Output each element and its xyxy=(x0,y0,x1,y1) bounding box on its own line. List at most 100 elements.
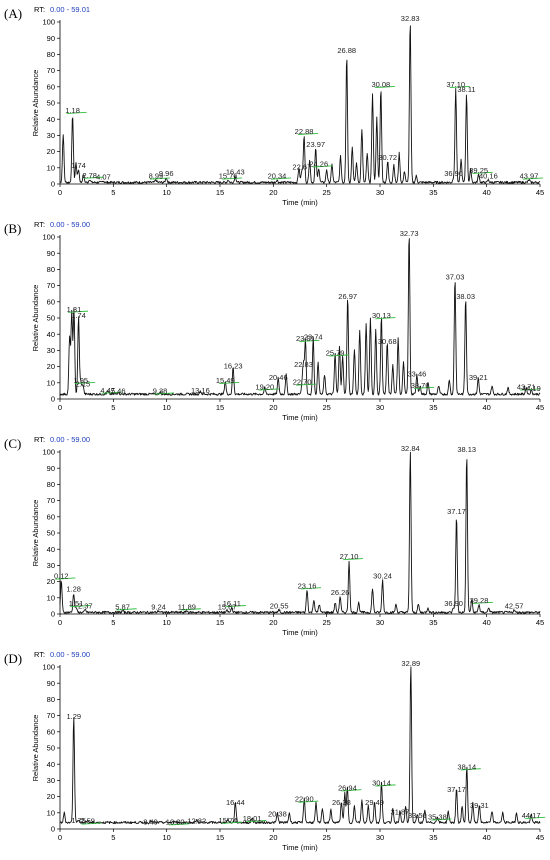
integration-marker xyxy=(374,85,395,89)
y-tick-label: 90 xyxy=(47,679,55,688)
y-tick-label: 30 xyxy=(47,561,55,570)
peak-label: 8.49 xyxy=(143,817,158,826)
peak-label: 36.90 xyxy=(444,169,463,178)
integration-marker xyxy=(221,821,242,824)
x-tick-label: 15 xyxy=(216,188,224,197)
peak-label: 15.76 xyxy=(219,172,238,181)
peak-label: 30.13 xyxy=(372,311,391,320)
peak-label: 16.43 xyxy=(226,168,245,177)
integration-marker xyxy=(219,381,240,385)
y-tick-label: 50 xyxy=(47,744,55,753)
peak-label: 36.90 xyxy=(444,599,463,608)
peak-label: 43.71 xyxy=(517,383,536,392)
integration-marker xyxy=(70,605,91,608)
peak-label: 23.01 xyxy=(296,334,315,343)
rt-prefix: RT: xyxy=(34,220,45,229)
peak-label: 35.38 xyxy=(428,813,447,822)
x-tick-label: 10 xyxy=(162,403,170,412)
peak-label: 16.44 xyxy=(226,798,245,807)
peak-label: 20.55 xyxy=(270,602,289,611)
peak-label: 30.08 xyxy=(371,80,390,89)
integration-marker xyxy=(258,388,279,391)
chart-panel: (B) RT: 0.00 - 59.000102030405060708090100… xyxy=(4,220,544,422)
x-tick-label: 20 xyxy=(269,833,277,842)
peak-label: 20.38 xyxy=(268,809,287,818)
peak-label: 12.82 xyxy=(187,817,206,826)
panel-label: (C) xyxy=(4,436,21,451)
y-tick-label: 0 xyxy=(51,395,55,404)
peak-label: 39.31 xyxy=(470,801,489,810)
y-tick-label: 100 xyxy=(42,233,55,242)
peak-label: 42.57 xyxy=(505,602,524,611)
integration-marker xyxy=(522,177,544,180)
y-tick-label: 60 xyxy=(47,512,55,521)
peak-label: 11.89 xyxy=(178,602,196,611)
peak-label: 15.67 xyxy=(218,602,237,611)
x-tick-label: 45 xyxy=(536,833,544,842)
y-tick-label: 10 xyxy=(47,378,55,387)
chart-panel: (A) RT: 0.00 - 59.010102030405060708090100… xyxy=(4,5,544,207)
integration-marker xyxy=(460,768,481,771)
x-axis-label: Time (min) xyxy=(282,843,318,852)
peak-label: 29.49 xyxy=(365,798,384,807)
y-tick-label: 80 xyxy=(47,480,55,489)
x-tick-label: 30 xyxy=(376,833,384,842)
integration-marker xyxy=(149,177,170,180)
integration-marker xyxy=(298,800,319,803)
y-tick-label: 20 xyxy=(47,792,55,801)
peak-label: 37.17 xyxy=(447,785,466,794)
peak-label: 2.37 xyxy=(78,602,93,611)
integration-marker xyxy=(74,381,95,385)
peak-label: 16.11 xyxy=(223,599,241,608)
x-tick-label: 5 xyxy=(111,188,115,197)
y-tick-label: 0 xyxy=(51,610,55,619)
y-tick-label: 50 xyxy=(47,529,55,538)
y-axis-label: Relative Abundance xyxy=(31,500,40,567)
x-tick-label: 30 xyxy=(376,618,384,627)
y-tick-label: 70 xyxy=(47,66,55,75)
panel-label: (A) xyxy=(4,6,22,21)
peak-label: 16.23 xyxy=(224,361,243,370)
x-tick-label: 40 xyxy=(482,403,490,412)
y-tick-label: 20 xyxy=(47,147,55,156)
x-axis-label: Time (min) xyxy=(282,413,318,422)
x-tick-label: 5 xyxy=(111,618,115,627)
x-tick-label: 30 xyxy=(376,188,384,197)
integration-marker xyxy=(525,816,546,819)
chromatogram-trace xyxy=(59,25,541,184)
integration-marker xyxy=(101,391,122,394)
peak-label: 26.88 xyxy=(337,46,356,55)
integration-marker xyxy=(343,558,364,561)
x-tick-label: 25 xyxy=(322,403,330,412)
peak-label: 1.74 xyxy=(71,161,86,170)
peak-label: 32.84 xyxy=(401,444,420,453)
y-tick-label: 80 xyxy=(47,695,55,704)
peak-label: 23.97 xyxy=(306,140,325,149)
y-tick-label: 20 xyxy=(47,577,55,586)
peak-label: 30.24 xyxy=(373,572,392,581)
peak-label: 1.18 xyxy=(65,106,80,115)
integration-marker xyxy=(169,823,190,826)
peak-label: 9.38 xyxy=(153,387,168,396)
peak-label: 33.50 xyxy=(408,811,427,820)
y-tick-label: 40 xyxy=(47,330,55,339)
peak-label: 1.75 xyxy=(71,816,86,825)
integration-marker xyxy=(154,392,175,395)
x-tick-label: 0 xyxy=(58,833,62,842)
chart-panel: (C) RT: 0.00 - 59.000102030405060708090100… xyxy=(4,435,544,637)
peak-label: 31.87 xyxy=(391,808,410,817)
y-tick-label: 100 xyxy=(42,448,55,457)
y-tick-label: 40 xyxy=(47,115,55,124)
x-tick-label: 10 xyxy=(162,618,170,627)
x-tick-label: 35 xyxy=(429,188,437,197)
panel-label: (B) xyxy=(4,221,21,236)
rt-prefix: RT: xyxy=(34,5,45,14)
peak-label: 32.73 xyxy=(400,229,419,238)
peak-label: 1.74 xyxy=(71,311,86,320)
peak-label: 2.15 xyxy=(76,379,91,388)
x-tick-label: 40 xyxy=(482,833,490,842)
rt-range: 0.00 - 59.00 xyxy=(50,650,90,659)
peak-label: 10.80 xyxy=(166,817,185,826)
integration-marker xyxy=(301,587,322,590)
integration-marker xyxy=(431,818,452,821)
